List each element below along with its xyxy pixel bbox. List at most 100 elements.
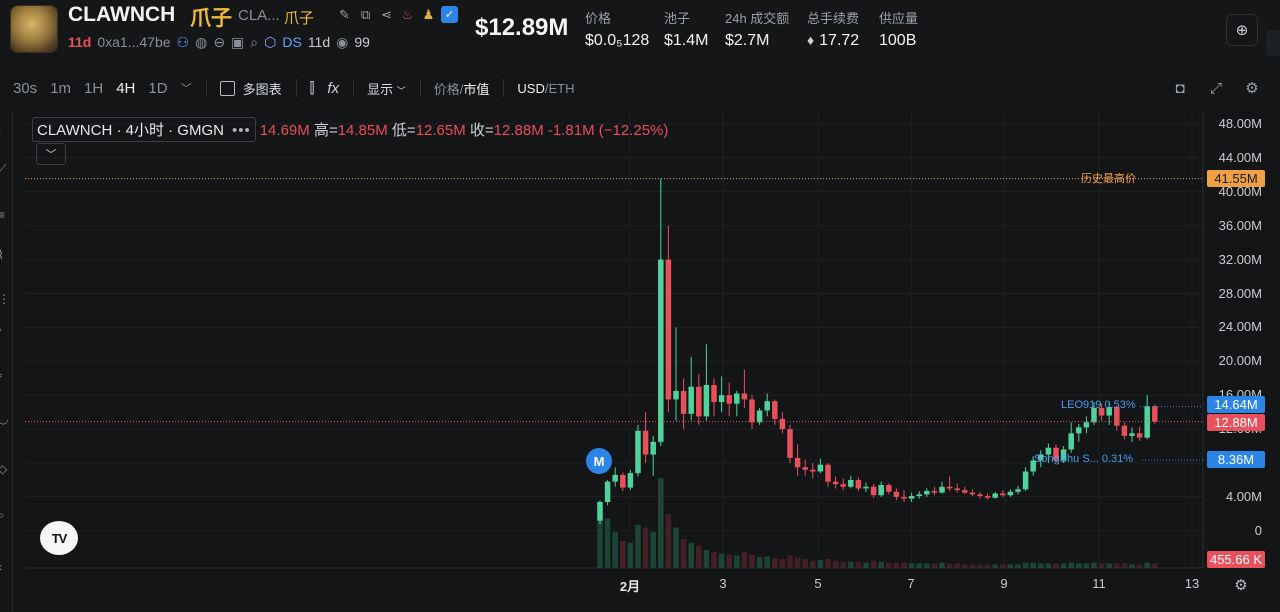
display-menu[interactable]: 显示 ﹀ — [367, 79, 406, 98]
text-icon[interactable]: ⸗ — [0, 368, 2, 382]
price-tick-label: 28.00M — [1218, 285, 1262, 301]
interval-1h[interactable]: 1H — [84, 79, 104, 97]
cursor-icon[interactable]: | — [0, 126, 1, 140]
volume-bar — [787, 555, 793, 568]
axis-settings-icon[interactable]: ⚙ — [1234, 577, 1248, 594]
candle-body — [863, 486, 869, 489]
volume-bar — [901, 562, 907, 568]
candle-body — [612, 474, 618, 482]
volume-tag: 455.66 K — [1207, 551, 1265, 568]
divider — [503, 79, 505, 97]
candle-body — [962, 490, 968, 493]
stat-price: 价格 $0.0₅128 — [585, 8, 649, 50]
interval-1d[interactable]: 1D — [148, 79, 168, 97]
stat-supply: 供应量 100B — [879, 8, 918, 50]
settings-icon[interactable]: ⚙ — [1245, 80, 1259, 97]
price-option[interactable]: 价格 — [433, 81, 460, 97]
candle-body — [840, 484, 846, 487]
emoji-icon[interactable]: ◡ — [0, 412, 9, 426]
volume-bar — [658, 478, 664, 568]
candle-body — [992, 493, 998, 498]
magnet-icon[interactable]: ‹ — [0, 560, 2, 574]
candle-body — [1152, 406, 1158, 422]
chart-legend: CLAWNCH · 4小时 · GMGN ••• 14.69M 高=14.85M … — [32, 117, 668, 142]
divider — [295, 79, 297, 97]
message-icon[interactable]: ▣ — [231, 33, 245, 50]
volume-bar — [1152, 563, 1158, 568]
candle-body — [1091, 407, 1097, 423]
candle-body — [642, 430, 649, 455]
symbol-title-box[interactable]: CLAWNCH · 4小时 · GMGN ••• — [32, 117, 256, 142]
stat-volume: 24h 成交额 $2.7M — [725, 8, 789, 50]
usd-option[interactable]: USD — [517, 80, 545, 96]
legend-collapse-button[interactable]: ﹀ — [36, 143, 66, 165]
edit-icon[interactable]: ✎ — [339, 6, 350, 22]
stat-fees: 总手续费 ♦ 17.72 — [807, 8, 859, 50]
volume-bar — [977, 564, 983, 568]
trendline-icon[interactable]: ⟋ — [0, 162, 7, 176]
minus-circle-icon[interactable]: ⊖ — [213, 33, 226, 50]
multi-chart-toggle[interactable]: 多图表 — [219, 79, 282, 98]
side-panel-toggle[interactable] — [1266, 30, 1280, 56]
volume-bar — [1129, 564, 1135, 568]
tradingview-logo[interactable]: TV — [40, 521, 78, 555]
volume-bar — [711, 551, 717, 568]
search-icon[interactable]: ⌕ — [250, 33, 259, 50]
holders-count: 99 — [354, 34, 370, 50]
close-label: 收= — [469, 122, 494, 139]
candle-body — [688, 386, 694, 414]
event-badge[interactable]: M — [586, 448, 612, 474]
high-label: 高= — [313, 122, 338, 139]
volume-bar — [726, 554, 732, 568]
candle-body — [924, 490, 930, 495]
volume-bar — [1015, 564, 1021, 568]
candle-body — [1038, 454, 1044, 461]
candle-body — [931, 490, 938, 493]
interval-4h[interactable]: 4H — [116, 79, 136, 97]
candle-body — [703, 385, 710, 417]
ds-age: 11d — [307, 34, 331, 50]
eth-option[interactable]: ETH — [548, 80, 575, 96]
mcap-option[interactable]: 市值 — [463, 81, 490, 97]
add-alert-button[interactable]: ⊕ — [1226, 14, 1258, 46]
copy-icon[interactable]: ⧉ — [360, 6, 371, 22]
interval-30s[interactable]: 30s — [13, 79, 38, 97]
candle-type-icon[interactable]: ⫿ — [309, 79, 315, 97]
currency-toggle[interactable]: USD/ETH — [517, 80, 575, 96]
projection-icon[interactable]: ⋮ — [0, 292, 10, 306]
interval-1m[interactable]: 1m — [50, 79, 72, 97]
candle-body — [893, 491, 900, 497]
token-symbol: CLA... — [238, 7, 280, 24]
zoom-icon[interactable]: ⌕ — [0, 508, 5, 522]
volume-bar — [1060, 563, 1067, 568]
share-icon[interactable]: ⋖ — [381, 6, 392, 22]
volume-bar — [969, 564, 976, 568]
market-cap: $12.89M — [475, 14, 569, 41]
indicator-fx-icon[interactable]: fx — [327, 79, 340, 97]
link-icon[interactable]: ⚇ — [176, 33, 190, 50]
volume-bar — [642, 527, 649, 568]
checkbox-icon[interactable] — [219, 80, 235, 96]
camera-icon[interactable]: ◘ — [1175, 79, 1185, 97]
price-lines — [25, 178, 1203, 461]
volume-bar — [855, 561, 862, 568]
chevron-down-icon[interactable]: ﹀ — [180, 83, 192, 95]
ds-icon[interactable]: ⬡ — [264, 33, 277, 50]
pattern-icon[interactable]: ⌇ — [0, 248, 4, 262]
candle-body — [1045, 447, 1052, 455]
candle-body — [1022, 471, 1029, 490]
globe-icon[interactable]: ◍ — [195, 33, 208, 50]
candle-body — [886, 485, 892, 492]
price-mcap-toggle[interactable]: 价格/市值 — [433, 81, 490, 97]
candles — [597, 179, 1158, 525]
fullscreen-icon[interactable]: ⤢ — [1209, 79, 1222, 97]
candle-body — [1114, 407, 1120, 426]
ruler-icon[interactable]: ◇ — [0, 462, 8, 476]
fib-icon[interactable]: ≡ — [0, 208, 6, 222]
price-tick-label: 44.00M — [1218, 149, 1262, 165]
candle-body — [680, 390, 687, 414]
more-icon[interactable]: ••• — [231, 122, 251, 139]
candle-body — [984, 496, 991, 498]
contract-address[interactable]: 0xa1...47be — [97, 34, 171, 50]
